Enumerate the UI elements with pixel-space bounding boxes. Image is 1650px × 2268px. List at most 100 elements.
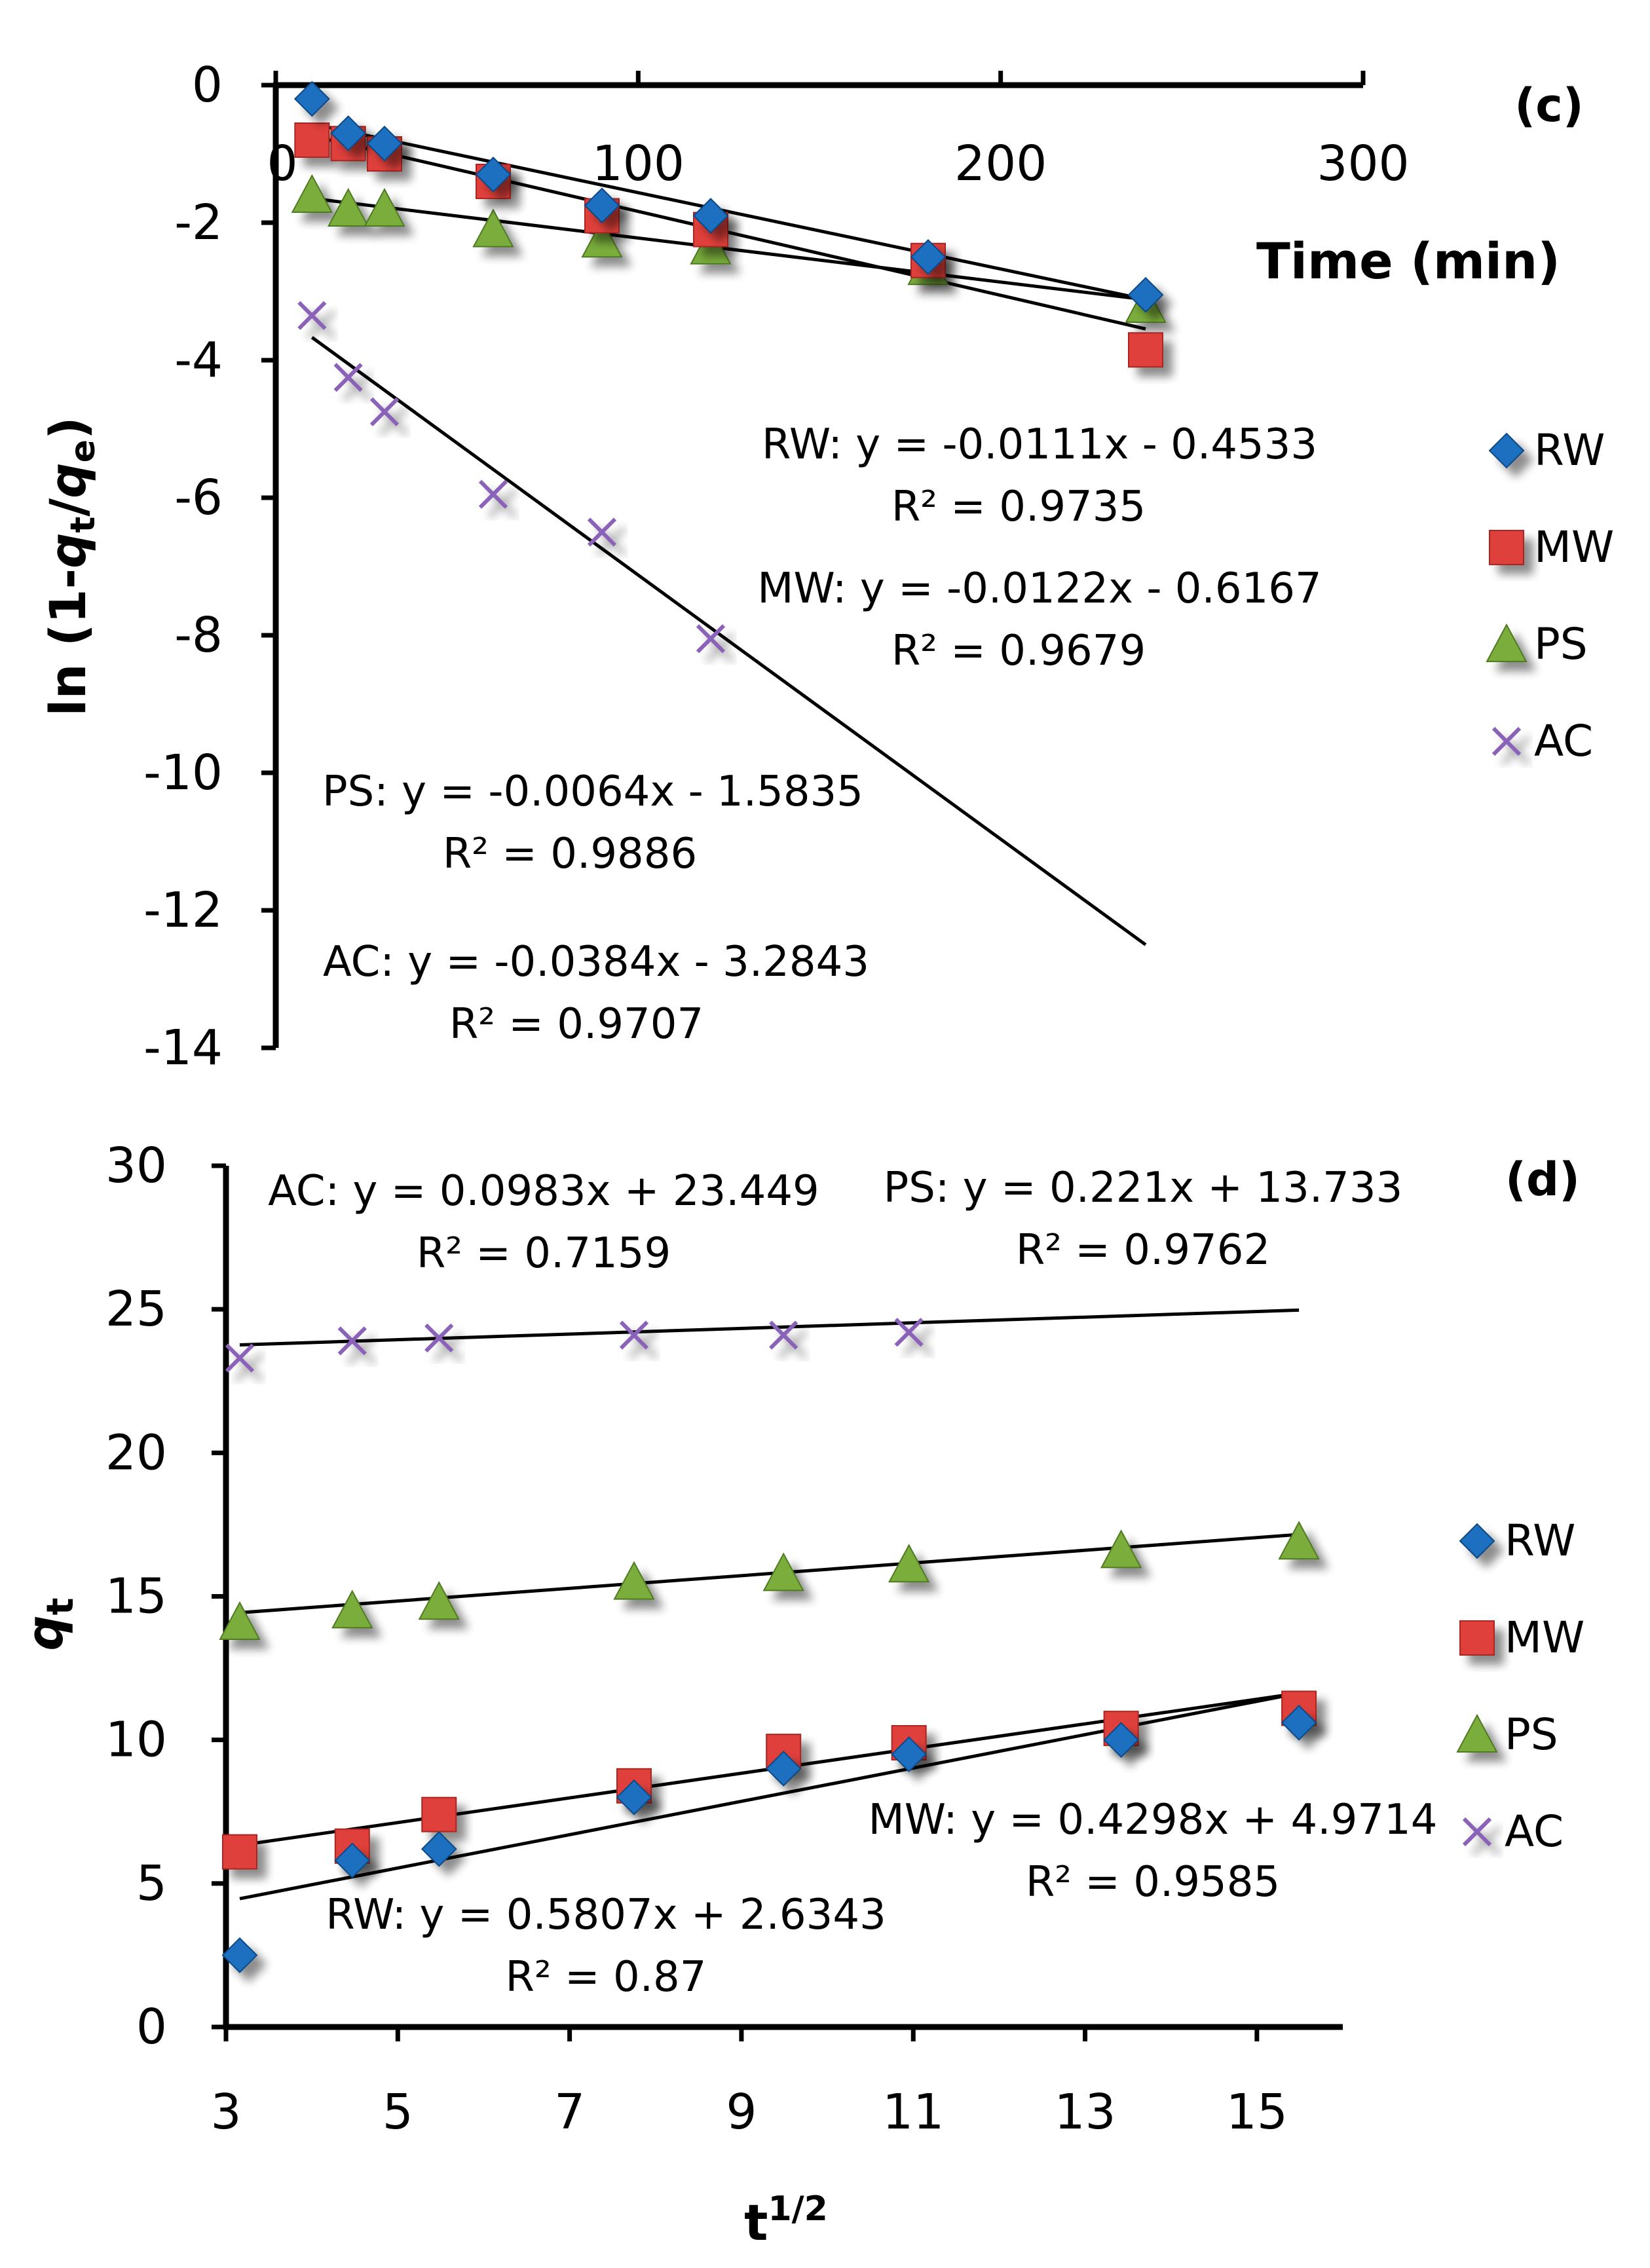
legend: RW MW PS AC (1456, 1515, 1584, 1857)
data-point-rw (616, 1779, 652, 1815)
r2-rw: R² = 0.87 (506, 1953, 707, 2001)
legend-item-mw: MW (1489, 522, 1614, 572)
legend-label: PS (1505, 1709, 1558, 1760)
y-tick-label: -12 (143, 882, 223, 939)
x-tick-label: 9 (726, 2084, 757, 2140)
data-point-ps (291, 174, 333, 213)
data-point-mw (221, 1834, 257, 1870)
y-tick-label: -14 (143, 1020, 223, 1076)
data-point-ps (581, 219, 623, 258)
legend-marker-rw (1459, 1523, 1495, 1559)
equation-ac: AC: y = -0.0384x - 3.2843 (323, 938, 869, 986)
data-point-ps (219, 1601, 261, 1640)
data-point-ac (769, 1320, 798, 1350)
r2-rw: R² = 0.9735 (891, 483, 1146, 531)
r2-ac: R² = 0.7159 (417, 1229, 671, 1278)
x-tick-label: 11 (882, 2084, 944, 2140)
y-tick-label: -10 (143, 745, 223, 801)
y-axis-title: qt (16, 1597, 82, 1650)
series-ac (297, 301, 726, 654)
legend-item-rw: RW (1459, 1515, 1575, 1566)
data-point-ac (297, 301, 327, 330)
data-point-ac (478, 479, 508, 509)
legend-label: RW (1534, 425, 1605, 475)
legend-item-ac: AC (1491, 716, 1593, 766)
fit-line-rw (311, 122, 1146, 301)
data-point-rw (910, 239, 947, 275)
legend-marker-mw (1459, 1620, 1495, 1656)
data-point-ac (587, 517, 617, 547)
x-tick-label: 7 (554, 2084, 585, 2140)
data-point-ps (1100, 1529, 1142, 1569)
data-point-ac (894, 1318, 924, 1347)
data-point-rw (421, 1831, 457, 1867)
x-tick-label: 100 (592, 136, 684, 192)
data-point-ps (364, 187, 405, 227)
legend-item-ps: PS (1486, 619, 1588, 669)
data-point-rw (692, 198, 729, 234)
data-point-ac (337, 1326, 367, 1356)
x-tick-label: 200 (954, 136, 1047, 192)
data-point-ps (472, 208, 514, 248)
r2-ac: R² = 0.9707 (449, 1000, 703, 1049)
x-tick-label: 0 (267, 136, 297, 192)
r2-mw: R² = 0.9585 (1026, 1858, 1280, 1906)
y-tick-label: -6 (174, 470, 223, 526)
equation-ac: AC: y = 0.0983x + 23.449 (268, 1167, 819, 1216)
r2-mw: R² = 0.9679 (891, 627, 1146, 675)
x-tick-label: 3 (210, 2084, 241, 2140)
panel-c: 0 -2 -4 -6 -8 -10 -12 -14 0 100 200 300 RW: y = -0.0… (39, 57, 1614, 1076)
panel-label: (c) (1514, 79, 1583, 132)
data-point-ac (696, 624, 726, 654)
data-point-rw (221, 1937, 258, 1973)
y-tick-label: 30 (105, 1138, 167, 1194)
fit-line-ac (310, 336, 1147, 946)
legend-label: AC (1534, 716, 1593, 766)
data-point-ac (369, 397, 400, 426)
equation-rw: RW: y = -0.0111x - 0.4533 (762, 420, 1317, 469)
y-tick-label: 15 (105, 1569, 167, 1625)
data-point-rw (584, 187, 620, 224)
legend-label: MW (1534, 522, 1614, 572)
x-tick-label: 15 (1226, 2084, 1288, 2140)
y-tick-label: -8 (174, 607, 223, 663)
data-point-ps (613, 1561, 655, 1600)
legend-label: MW (1505, 1612, 1584, 1663)
fit-line-ps (312, 196, 1146, 302)
x-tick-label: 300 (1317, 136, 1409, 192)
data-point-mw (421, 1796, 457, 1832)
data-point-mw (294, 122, 330, 158)
legend-item-mw: MW (1459, 1612, 1584, 1663)
data-point-ps (1278, 1521, 1320, 1560)
series-rw (293, 81, 1164, 313)
legend-item-ps: PS (1456, 1709, 1558, 1760)
series-ps (219, 1521, 1320, 1640)
y-tick-label: 10 (105, 1712, 167, 1768)
x-axis-title: t1/2 (744, 2189, 828, 2252)
data-point-ac (225, 1343, 255, 1373)
x-tick-label: 5 (383, 2084, 413, 2140)
y-tick-label: 25 (105, 1281, 167, 1337)
data-point-ps (418, 1581, 460, 1620)
legend-marker-ac (1491, 726, 1522, 756)
data-point-ps (327, 187, 369, 227)
legend-marker-ps (1486, 623, 1528, 662)
data-point-ac (333, 363, 363, 392)
legend-label: PS (1534, 619, 1588, 669)
equation-ps: PS: y = -0.0064x - 1.5835 (322, 768, 863, 816)
legend-marker-rw (1488, 432, 1525, 469)
equation-mw: MW: y = -0.0122x - 0.6167 (757, 565, 1321, 613)
data-point-rw (334, 1842, 371, 1879)
data-point-rw (765, 1751, 802, 1787)
data-point-rw (1127, 276, 1164, 313)
fit-line-ps (239, 1533, 1300, 1614)
y-tick-label: -2 (174, 195, 223, 251)
data-point-ps (331, 1589, 373, 1629)
y-axis-title: ln (1-qt/qe) (39, 417, 103, 716)
data-point-ac (424, 1323, 454, 1353)
legend-marker-ps (1456, 1713, 1498, 1753)
legend-label: AC (1505, 1806, 1564, 1857)
data-point-ps (888, 1544, 930, 1583)
equation-rw: RW: y = 0.5807x + 2.6343 (326, 1891, 886, 1939)
